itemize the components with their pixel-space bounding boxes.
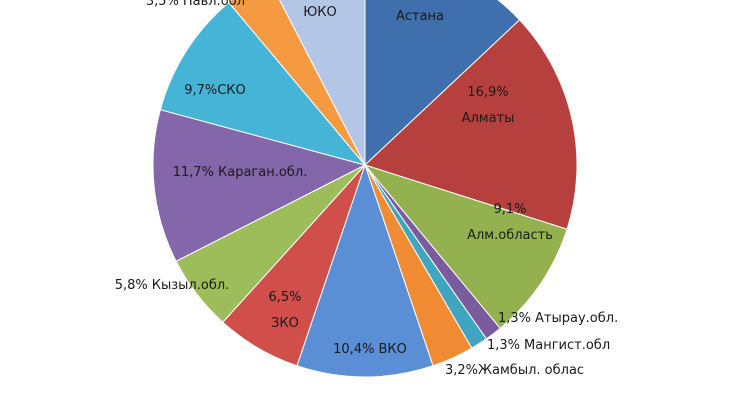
pie-slice	[159, 1, 367, 166]
category-label: ЗКО	[271, 316, 299, 331]
pie-slice	[296, 163, 434, 378]
slice-label: 10,4% ВКО	[333, 342, 407, 357]
category-label: Караган.обл.	[218, 165, 307, 180]
category-label: Атырау.обл.	[535, 311, 618, 326]
value-label: 16,9%	[467, 85, 508, 100]
category-label: Мангист.обл	[524, 338, 610, 353]
pie-slice	[228, 0, 366, 166]
value-label: 3,2%	[445, 363, 478, 378]
category-label: ЮКО	[303, 5, 337, 20]
slice-label: 3,2%Жамбыл. облас	[445, 363, 584, 378]
value-label: 5,8%	[115, 278, 148, 293]
slice-label: 5,8% Кызыл.обл.	[115, 278, 230, 293]
category-label: Алм.область	[467, 228, 553, 243]
pie-slice	[364, 19, 578, 230]
pie-slice	[364, 0, 521, 167]
value-label: 10,4%	[333, 342, 374, 357]
slice-label: 1,3% Мангист.обл	[487, 338, 610, 353]
category-label: Павл.обл	[183, 0, 245, 9]
slice-label: 6,5% ЗКО	[268, 290, 301, 331]
slice-label: ЮКО	[303, 5, 337, 20]
pie-slice	[279, 0, 366, 166]
category-label: СКО	[217, 83, 246, 98]
slice-label: 16,9% Алматы	[462, 85, 515, 126]
slice-label: Астана	[396, 9, 444, 24]
pie-slice	[363, 164, 568, 330]
value-label: 3,5%	[146, 0, 179, 9]
category-label: Кызыл.обл.	[152, 278, 230, 293]
value-label: 1,3%	[498, 311, 531, 326]
slice-label: 1,3% Атырау.обл.	[498, 311, 618, 326]
slice-label: 3,5% Павл.обл	[146, 0, 245, 9]
value-label: 1,3%	[487, 338, 520, 353]
category-label: Алматы	[462, 111, 515, 126]
category-label: Астана	[396, 9, 444, 24]
pie-slice	[152, 109, 367, 262]
category-label: ВКО	[378, 342, 406, 357]
value-label: 11,7%	[173, 165, 214, 180]
value-label: 9,7%	[184, 83, 217, 98]
category-label: Жамбыл. облас	[478, 363, 584, 378]
slice-label: 9,7%СКО	[184, 83, 246, 98]
slice-label: 9,1% Алм.область	[467, 202, 553, 243]
slice-label: 11,7% Караган.обл.	[173, 165, 308, 180]
value-label: 6,5%	[268, 290, 301, 305]
value-label: 9,1%	[493, 202, 526, 217]
